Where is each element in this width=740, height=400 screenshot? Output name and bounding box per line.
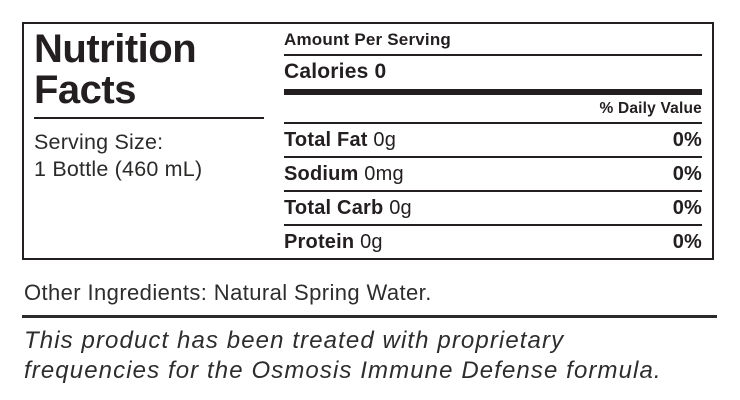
nutrient-text: Sodium 0mg (284, 163, 404, 186)
nutrient-amount: 0g (373, 129, 397, 151)
nutrient-name: Total Carb (284, 197, 384, 219)
treatment-note-line-1: This product has been treated with propr… (24, 327, 565, 354)
nutrient-text: Protein 0g (284, 231, 383, 254)
nutrient-row-total-fat: Total Fat 0g 0% (284, 124, 702, 158)
nutrient-name: Protein (284, 231, 355, 253)
nutrition-facts-right-column: Amount Per Serving Calories 0 % Daily Va… (272, 24, 712, 258)
nutrient-daily-value: 0% (672, 231, 702, 253)
serving-size: Serving Size: 1 Bottle (460 mL) (34, 129, 266, 183)
nutrient-amount: 0g (389, 197, 412, 219)
nutrient-daily-value: 0% (672, 163, 702, 185)
serving-size-value: 1 Bottle (460 mL) (34, 157, 203, 181)
nutrition-facts-title: Nutrition Facts (34, 26, 266, 111)
nutrition-facts-left-column: Nutrition Facts Serving Size: 1 Bottle (… (24, 24, 272, 258)
nutrient-amount: 0mg (364, 163, 404, 185)
calories-value: 0 (374, 60, 387, 83)
nutrient-row-protein: Protein 0g 0% (284, 226, 702, 258)
nutrient-name: Total Fat (284, 129, 368, 151)
nutrient-daily-value: 0% (672, 129, 702, 151)
title-line-2: Facts (34, 68, 137, 112)
title-line-1: Nutrition (34, 27, 197, 71)
calories-label: Calories (284, 60, 369, 83)
nutrient-text: Total Carb 0g (284, 197, 412, 220)
nutrient-row-sodium: Sodium 0mg 0% (284, 158, 702, 192)
nutrient-amount: 0g (360, 231, 383, 253)
nutrient-daily-value: 0% (672, 197, 702, 219)
daily-value-header: % Daily Value (284, 95, 702, 124)
bottom-divider-rule (22, 315, 717, 318)
title-divider-rule (34, 117, 264, 119)
nutrient-text: Total Fat 0g (284, 129, 396, 152)
treatment-note: This product has been treated with propr… (24, 326, 662, 386)
amount-per-serving-header: Amount Per Serving (284, 24, 702, 56)
calories-row: Calories 0 (284, 56, 702, 89)
nutrient-row-total-carb: Total Carb 0g 0% (284, 192, 702, 226)
treatment-note-line-2: frequencies for the Osmosis Immune Defen… (24, 357, 662, 384)
thick-separator-bar (284, 89, 702, 95)
nutrition-facts-panel: Nutrition Facts Serving Size: 1 Bottle (… (22, 22, 714, 260)
nutrient-name: Sodium (284, 163, 359, 185)
serving-size-label: Serving Size: (34, 130, 164, 154)
other-ingredients-text: Other Ingredients: Natural Spring Water. (24, 280, 432, 305)
